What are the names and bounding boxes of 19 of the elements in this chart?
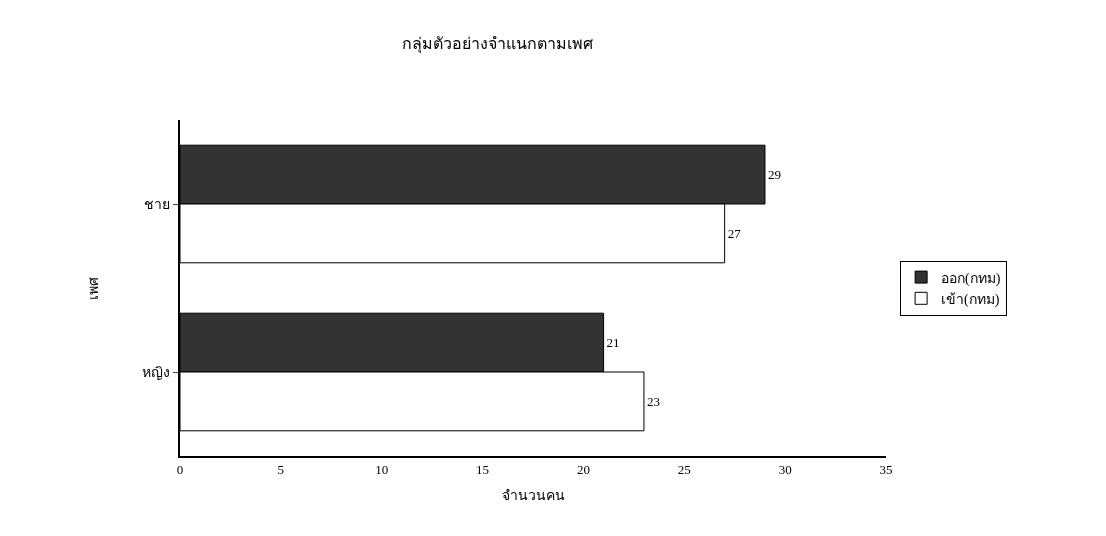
x-tick-label: 10: [375, 461, 389, 477]
data-label: 29: [767, 167, 781, 183]
x-tick-label: 20: [576, 461, 590, 477]
legend-label: ออก(กทม): [941, 270, 1001, 287]
legend-label: เข้า(กทม): [941, 291, 1000, 308]
x-tick-label: 5: [277, 461, 285, 477]
y-tick-label: หญิง: [142, 364, 171, 380]
chart-title: กลุ่มตัวอย่างจำแนกตามเพศ: [402, 34, 594, 54]
data-label: 21: [606, 335, 620, 351]
data-label: 23: [646, 393, 660, 409]
data-label: 27: [727, 225, 742, 241]
x-axis-title: จำนวนคน: [501, 488, 565, 504]
x-tick-label: 25: [677, 461, 691, 477]
x-tick-label: 0: [176, 461, 184, 477]
y-axis-title: เพศ: [86, 276, 102, 300]
y-tick-label: ชาย: [144, 196, 171, 212]
x-tick-label: 15: [476, 461, 490, 477]
x-tick-label: 30: [778, 461, 792, 477]
x-tick-label: 35: [879, 461, 893, 477]
